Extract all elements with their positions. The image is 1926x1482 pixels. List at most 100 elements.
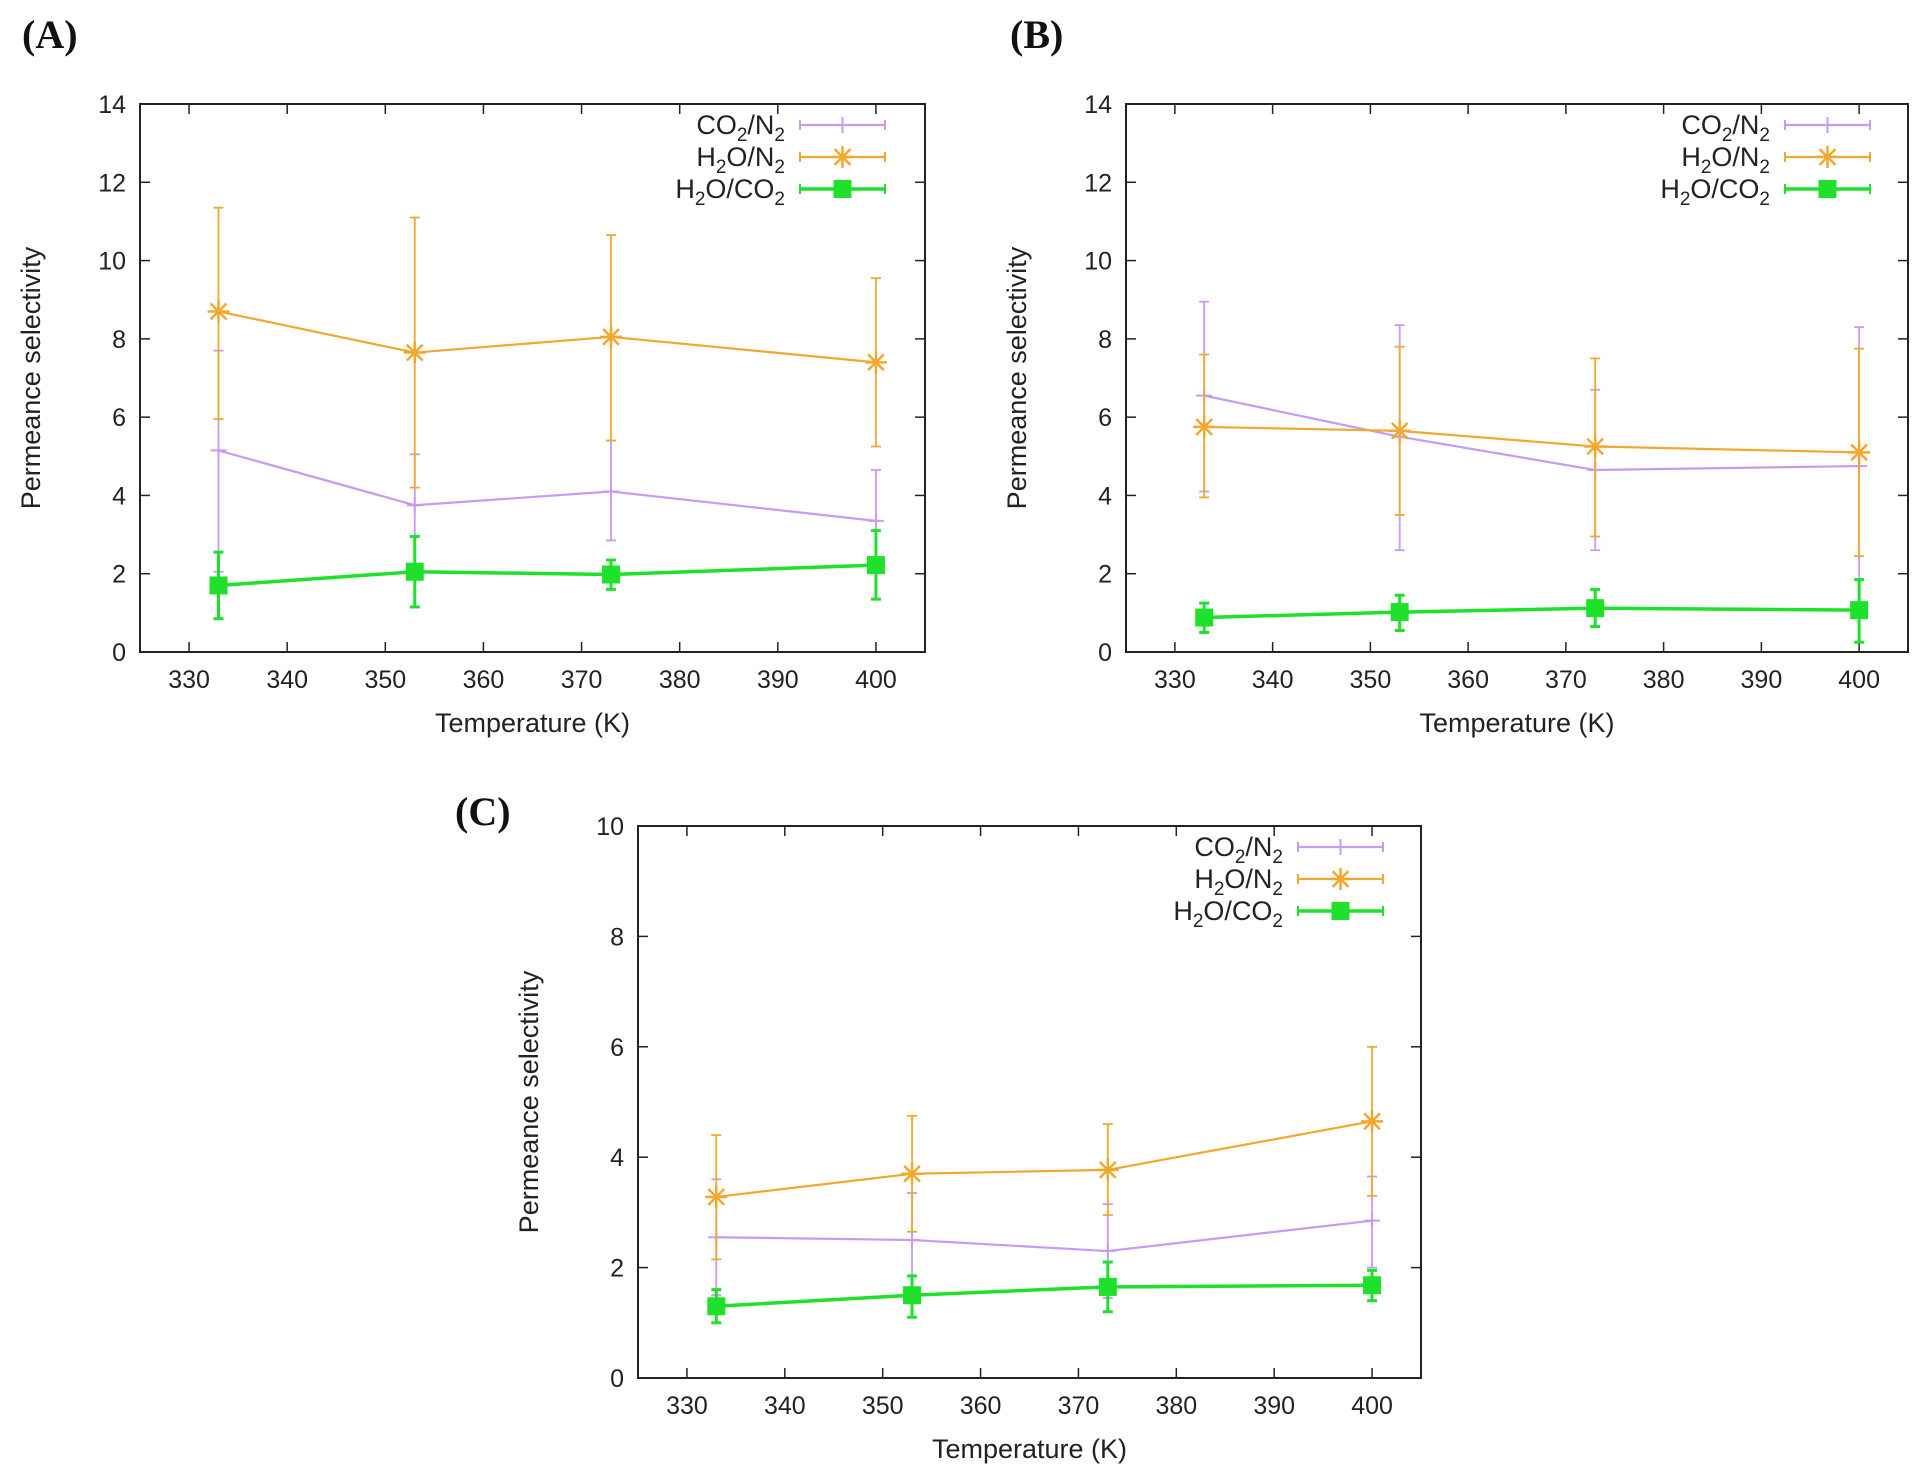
legend-label-subscript: 2 <box>1193 911 1204 932</box>
legend-label-text: H <box>1173 896 1193 926</box>
y-tick-label: 0 <box>610 1365 624 1393</box>
series-h2o-co2 <box>209 529 885 621</box>
data-point-marker <box>603 483 619 500</box>
legend-label: H2O/CO2 <box>675 174 785 210</box>
data-point-marker <box>831 146 854 168</box>
data-point-marker <box>1848 441 1871 464</box>
legend-label-text: /N <box>747 110 774 140</box>
y-tick-label: 4 <box>112 482 126 510</box>
x-tick-label: 330 <box>666 1392 708 1420</box>
plot-frame <box>139 103 926 653</box>
y-tick-label: 14 <box>1084 91 1112 119</box>
y-tick-label: 2 <box>1098 561 1112 589</box>
x-tick-label: 400 <box>1351 1392 1393 1420</box>
panel-label: (B) <box>1010 12 1063 57</box>
legend-label-subscript: 2 <box>737 125 748 146</box>
legend-label-subscript: 2 <box>774 157 785 178</box>
y-axis-title: Permeance selectivity <box>514 970 544 1233</box>
legend-label-text: /N <box>1732 110 1759 140</box>
series-line <box>716 1120 1373 1199</box>
x-tick-label: 370 <box>1058 1392 1100 1420</box>
series-line <box>218 449 877 522</box>
data-point-marker <box>600 325 622 348</box>
legend-label-subscript: 2 <box>716 157 727 178</box>
legend-entry: H2O/CO2 <box>1660 174 1871 210</box>
series-line <box>1204 425 1860 454</box>
legend-label-text: H <box>675 174 695 204</box>
series-h2o-co2 <box>1195 578 1869 644</box>
plot-frame <box>637 825 1422 1379</box>
legend-label-subscript: 2 <box>1722 125 1733 146</box>
legend-entry: H2O/CO2 <box>1173 896 1384 932</box>
legend-label: H2O/N2 <box>696 142 785 178</box>
legend-entry: CO2/N2 <box>1681 110 1871 146</box>
legend-label-subscript: 2 <box>1235 847 1246 868</box>
y-tick-label: 6 <box>1098 404 1112 432</box>
y-tick-label: 0 <box>112 639 126 667</box>
x-tick-label: 350 <box>364 666 406 694</box>
data-point-marker <box>602 565 620 584</box>
series-h2o-n2 <box>705 1045 1384 1261</box>
data-point-marker <box>903 1286 922 1305</box>
series-line <box>218 563 876 588</box>
data-point-marker <box>866 556 885 575</box>
x-tick-label: 360 <box>960 1392 1002 1420</box>
series-co2-n2 <box>708 1175 1381 1299</box>
series-line <box>1203 394 1860 472</box>
x-tick-label: 370 <box>561 666 603 694</box>
x-axis-title: Temperature (K) <box>1419 708 1614 738</box>
data-point-marker <box>1195 608 1214 627</box>
x-tick-label: 380 <box>1643 666 1685 694</box>
data-point-marker <box>1193 415 1216 438</box>
y-axis-title: Permeance selectivity <box>16 246 46 509</box>
data-point-marker <box>1363 1276 1382 1295</box>
legend-label: CO2/N2 <box>696 110 785 146</box>
legend-label-subscript: 2 <box>774 189 785 210</box>
legend-label-text: H <box>1194 864 1214 894</box>
x-tick-label: 390 <box>757 666 799 694</box>
data-point-marker <box>406 497 423 514</box>
data-point-marker <box>1329 868 1352 890</box>
legend-label: H2O/CO2 <box>1660 174 1770 210</box>
chart-panel-3: (C) 0 2 4 6 8 10 330 340 350 360 370 380 390 400 Temper… <box>455 789 1422 1464</box>
legend-label-subscript: 2 <box>695 189 706 210</box>
data-point-marker <box>1818 180 1837 198</box>
x-tick-label: 340 <box>1252 666 1294 694</box>
data-point-marker <box>1332 839 1349 855</box>
y-tick-label: 4 <box>610 1144 624 1172</box>
x-tick-label: 380 <box>1155 1392 1197 1420</box>
x-tick-label: 350 <box>1350 666 1392 694</box>
legend-label-subscript: 2 <box>1272 847 1283 868</box>
data-point-marker <box>1390 603 1409 622</box>
data-point-marker <box>1096 1158 1119 1181</box>
x-tick-label: 340 <box>764 1392 806 1420</box>
legend-label: H2O/N2 <box>1681 142 1770 178</box>
y-tick-label: 14 <box>98 91 126 119</box>
data-point-marker <box>1361 1110 1384 1133</box>
legend-label-text: O/N <box>726 142 774 172</box>
legend-label-subscript: 2 <box>1272 911 1283 932</box>
y-tick-label: 10 <box>596 813 624 841</box>
legend-label-text: /N <box>1245 832 1272 862</box>
legend-label-subscript: 2 <box>1680 189 1691 210</box>
data-point-marker <box>1819 117 1836 133</box>
x-tick-label: 330 <box>168 666 210 694</box>
legend-entry: H2O/N2 <box>696 142 886 178</box>
x-tick-label: 370 <box>1545 666 1587 694</box>
data-point-marker <box>904 1232 921 1248</box>
legend-label-text: O/CO <box>1690 174 1759 204</box>
legend-label-subscript: 2 <box>1759 125 1770 146</box>
legend-label: H2O/CO2 <box>1173 896 1283 932</box>
data-point-marker <box>705 1185 728 1208</box>
y-tick-label: 4 <box>1098 482 1112 510</box>
data-point-marker <box>1850 601 1869 620</box>
series-line <box>716 1283 1373 1308</box>
x-tick-label: 400 <box>855 666 897 694</box>
chart-panel-2: (B) 0 2 4 6 8 10 12 14 330 340 350 360 370 380 390 400 Te… <box>1002 12 1909 738</box>
legend-label-subscript: 2 <box>1759 189 1770 210</box>
x-tick-label: 390 <box>1253 1392 1295 1420</box>
series-line <box>1204 606 1860 620</box>
data-point-marker <box>1584 435 1607 458</box>
legend-entry: H2O/CO2 <box>675 174 886 210</box>
y-tick-label: 6 <box>610 1034 624 1062</box>
